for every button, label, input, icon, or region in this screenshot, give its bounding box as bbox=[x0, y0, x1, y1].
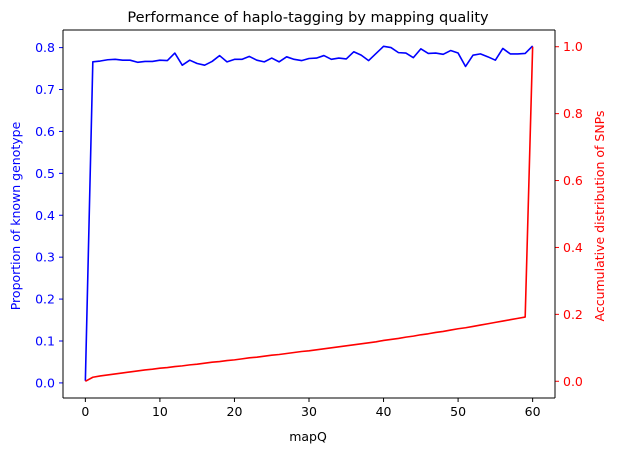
left-y-tick-label: 0.1 bbox=[35, 333, 55, 348]
x-tick-label: 20 bbox=[227, 404, 243, 419]
left-series-line bbox=[84, 45, 534, 381]
left-y-tick-label: 0.4 bbox=[35, 208, 55, 223]
right-y-axis-title: Accumulative distribution of SNPs bbox=[592, 110, 607, 321]
left-y-tick-label: 0.3 bbox=[35, 250, 55, 265]
x-tick-label: 0 bbox=[81, 404, 89, 419]
left-y-tick-label: 0.7 bbox=[35, 82, 55, 97]
plot-area: 0 10 20 30 40 50 60 0.0 0.1 0.2 0.3 0.4 0.5 0.6 0.7 0.8… bbox=[35, 29, 583, 419]
x-tick-label: 60 bbox=[525, 404, 541, 419]
left-y-tick-label: 0.5 bbox=[35, 166, 55, 181]
chart-title: Performance of haplo-tagging by mapping … bbox=[127, 10, 489, 26]
right-y-tick-label: 1.0 bbox=[563, 39, 583, 54]
x-axis-title: mapQ bbox=[289, 429, 327, 444]
left-y-tick-label: 0.8 bbox=[35, 40, 55, 55]
left-y-tick-label: 0.2 bbox=[35, 292, 55, 307]
right-y-tick-label: 0.6 bbox=[563, 173, 583, 188]
right-series-line bbox=[84, 46, 534, 382]
left-y-tick-label: 0.0 bbox=[35, 375, 55, 390]
right-y-tick-label: 0.2 bbox=[563, 307, 583, 322]
right-y-tick-label: 0.0 bbox=[563, 374, 583, 389]
right-y-tick-label: 0.8 bbox=[563, 106, 583, 121]
x-tick-label: 40 bbox=[376, 404, 392, 419]
x-tick-label: 10 bbox=[152, 404, 168, 419]
left-y-tick-label: 0.6 bbox=[35, 124, 55, 139]
left-y-axis-title: Proportion of known genotype bbox=[8, 121, 23, 310]
x-tick-label: 50 bbox=[450, 404, 466, 419]
x-tick-label: 30 bbox=[301, 404, 317, 419]
right-y-tick-label: 0.4 bbox=[563, 240, 583, 255]
